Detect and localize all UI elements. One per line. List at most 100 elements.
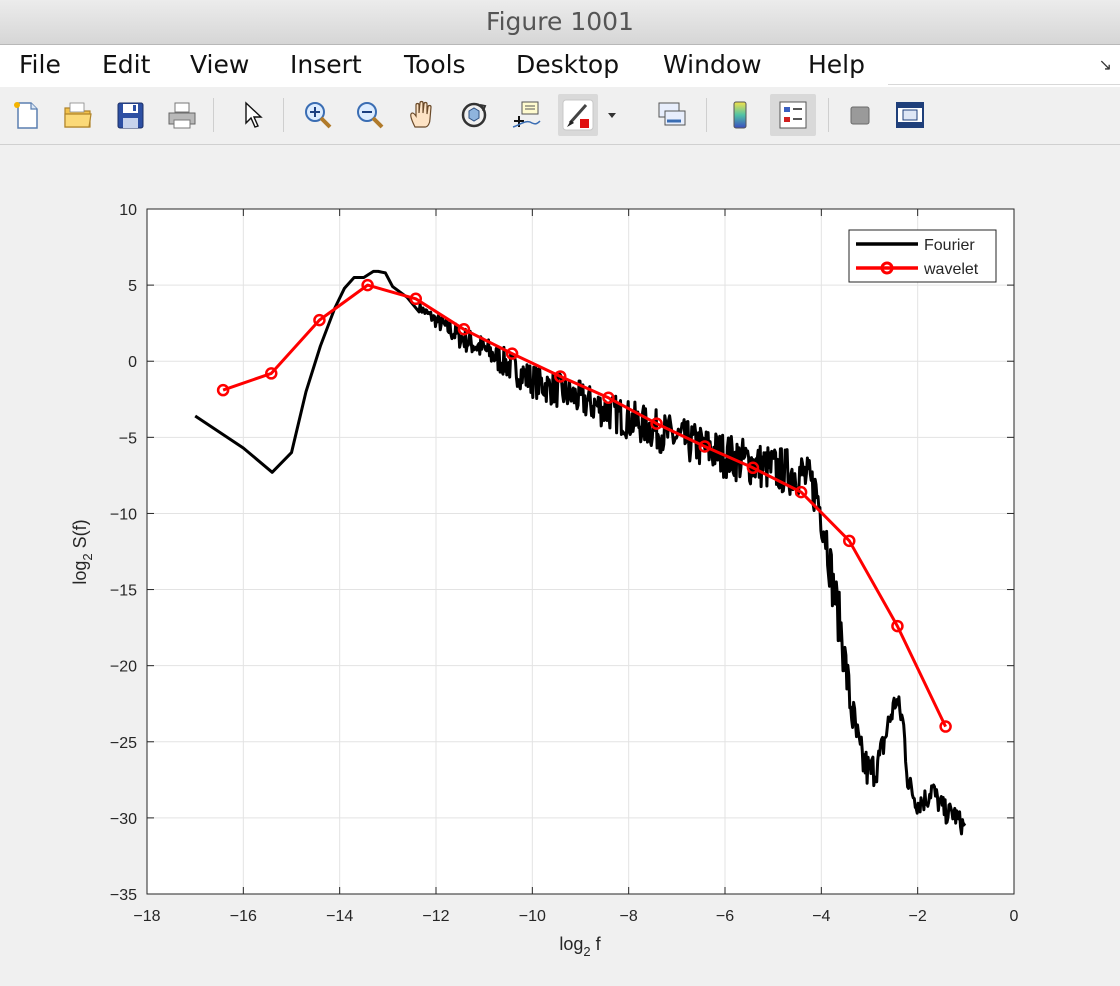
save-button[interactable]	[110, 94, 150, 136]
edit-plot-arrow-icon	[245, 101, 263, 128]
brush-dropdown-icon	[608, 113, 616, 118]
window-title: Figure 1001	[486, 7, 634, 36]
x-tick-label: −2	[909, 908, 927, 925]
wavelet-point	[794, 485, 808, 499]
legend-fourier-label: Fourier	[924, 237, 975, 254]
legend-wavelet-label: wavelet	[923, 261, 979, 278]
wavelet-point	[554, 370, 567, 383]
pan-button[interactable]	[402, 94, 442, 136]
y-tick-label: −30	[110, 811, 137, 828]
x-tick-label: 0	[1010, 908, 1019, 925]
brush-icon	[562, 99, 594, 131]
x-tick-label: −18	[133, 908, 160, 925]
y-axis-label: log2 S(f)	[70, 519, 95, 584]
brush-dropdown-button[interactable]	[601, 94, 623, 136]
menu-insert[interactable]: Insert	[290, 50, 362, 79]
zoom-out-button[interactable]	[350, 94, 390, 136]
wavelet-point	[650, 417, 663, 430]
y-tick-label: −5	[119, 430, 137, 447]
toolbar-separator	[213, 98, 214, 132]
pan-hand-icon	[410, 100, 432, 128]
legend-wavelet-marker	[880, 261, 894, 275]
toolbar-separator	[283, 98, 284, 132]
series-wavelet[interactable]	[216, 278, 952, 733]
wavelet-point	[746, 461, 760, 475]
edit-plot-button[interactable]	[232, 94, 272, 136]
wavelet-point	[457, 323, 471, 336]
link-plot-icon	[658, 102, 686, 126]
zoom-in-button[interactable]	[298, 94, 338, 136]
open-file-icon	[64, 102, 92, 128]
x-tick-label: −12	[422, 908, 449, 925]
menu-rule	[888, 84, 1120, 85]
rotate-3d-icon	[461, 102, 487, 128]
figure-axes-area[interactable]: −18 −16 −14 −12 −10 −8 −6 −4 −2 0 1050−5−10−15−20…	[0, 145, 1120, 986]
x-tick-label: −10	[519, 908, 546, 925]
open-file-button[interactable]	[58, 94, 98, 136]
new-figure-button[interactable]	[6, 94, 46, 136]
series-fourier[interactable]	[194, 269, 967, 836]
save-icon	[117, 102, 144, 129]
legend-box	[848, 229, 997, 283]
wavelet-line	[222, 283, 947, 728]
insert-legend-icon	[779, 101, 807, 129]
toolbar-separator	[828, 98, 829, 132]
zoom-in-icon	[305, 102, 332, 129]
x-tick-labels: −18 −16 −14 −12 −10 −8 −6 −4 −2 0	[133, 908, 1018, 925]
insert-legend-button[interactable]	[770, 94, 816, 136]
wavelet-point	[602, 391, 615, 405]
insert-colorbar-icon	[733, 101, 747, 129]
new-figure-icon	[14, 102, 38, 129]
y-tick-label: −25	[110, 735, 137, 752]
wavelet-point	[843, 534, 856, 548]
y-tick-label: 5	[128, 278, 137, 295]
y-tick-label: 10	[119, 202, 137, 219]
menu-help[interactable]: Help	[808, 50, 865, 79]
y-tick-label: −10	[110, 506, 137, 523]
axes-frame	[146, 208, 1015, 895]
grid-lines	[147, 209, 1014, 894]
wavelet-point	[216, 383, 230, 397]
x-tick-label: −6	[716, 908, 734, 925]
hide-plot-tools-icon	[850, 106, 870, 125]
print-button[interactable]	[162, 94, 202, 136]
brush-button[interactable]	[558, 94, 598, 136]
zoom-out-icon	[357, 102, 384, 129]
wavelet-point	[361, 278, 374, 292]
y-tick-label: −20	[110, 659, 137, 676]
wavelet-point	[505, 347, 519, 360]
dock-arrow-icon[interactable]: ↘	[1098, 57, 1112, 74]
x-axis-label: log2 f	[559, 934, 601, 959]
data-cursor-button[interactable]	[506, 94, 546, 136]
plot-area[interactable]	[147, 209, 1014, 894]
wavelet-point	[265, 367, 278, 380]
y-tick-label: −35	[110, 887, 137, 904]
toolbar-separator	[706, 98, 707, 132]
data-cursor-icon	[512, 101, 541, 128]
link-plot-button[interactable]	[652, 94, 692, 136]
menu-view[interactable]: View	[190, 50, 250, 79]
x-tick-label: −14	[326, 908, 353, 925]
y-tick-label: 0	[128, 354, 137, 371]
menu-tools[interactable]: Tools	[404, 50, 466, 79]
menu-file[interactable]: File	[19, 50, 61, 79]
x-tick-label: −4	[812, 908, 830, 925]
figure-toolbar	[0, 88, 1120, 145]
y-tick-label: −15	[110, 583, 137, 600]
menu-window[interactable]: Window	[663, 50, 762, 79]
legend[interactable]: Fourier wavelet	[848, 229, 997, 283]
fourier-line	[194, 269, 967, 836]
wavelet-point	[409, 292, 423, 306]
window-titlebar: Figure 1001	[0, 0, 1120, 45]
x-tick-label: −16	[230, 908, 257, 925]
wavelet-point	[313, 313, 326, 327]
rotate-3d-button[interactable]	[454, 94, 494, 136]
show-plot-tools-button[interactable]	[890, 94, 930, 136]
wavelet-point	[891, 619, 904, 633]
wavelet-point	[698, 440, 712, 453]
menu-edit[interactable]: Edit	[102, 50, 151, 79]
insert-colorbar-button[interactable]	[720, 94, 760, 136]
menu-desktop[interactable]: Desktop	[516, 50, 620, 79]
y-tick-labels: 10 5 0 −5 −10 −15 −20 −25 −30 −35	[110, 202, 137, 904]
hide-plot-tools-button[interactable]	[840, 94, 880, 136]
